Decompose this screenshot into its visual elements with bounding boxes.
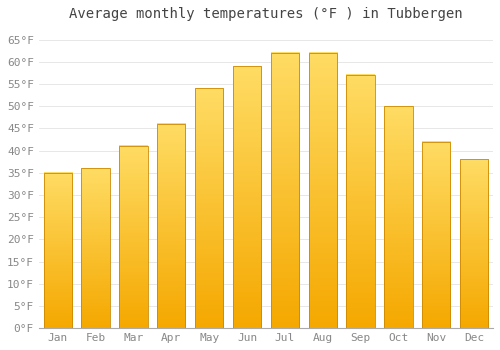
Bar (44, 173, 72, 328)
Bar (157, 124, 186, 328)
Bar (422, 142, 450, 328)
Bar (82, 168, 110, 328)
Bar (119, 146, 148, 328)
Bar (195, 89, 224, 328)
Bar (308, 53, 337, 328)
Bar (346, 75, 375, 328)
Bar (233, 66, 261, 328)
Title: Average monthly temperatures (°F ) in Tubbergen: Average monthly temperatures (°F ) in Tu… (69, 7, 462, 21)
Bar (460, 160, 488, 328)
Bar (384, 106, 412, 328)
Bar (270, 53, 299, 328)
